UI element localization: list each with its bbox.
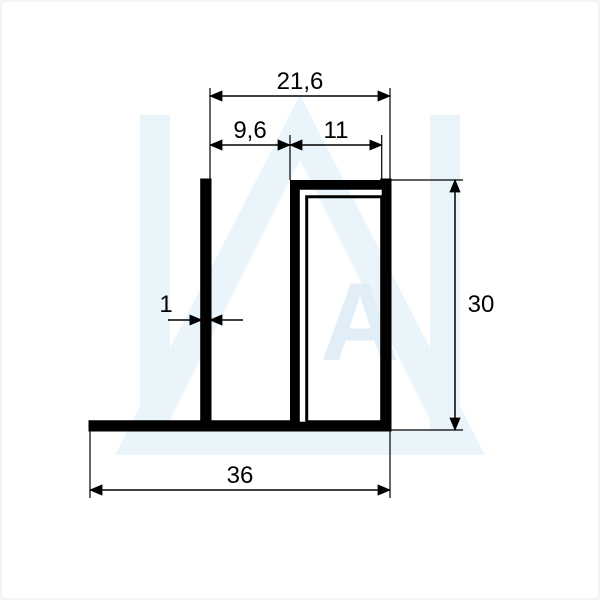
- label-top-span: 21,6: [277, 68, 324, 95]
- label-channel-opening: 11: [324, 117, 349, 144]
- drawing-svg: A: [0, 0, 600, 600]
- watermark-logo: A: [115, 95, 485, 455]
- technical-drawing: { "type": "technical-profile-drawing", "…: [0, 0, 600, 600]
- label-fin-to-channel: 9,6: [233, 117, 266, 144]
- label-overall-width: 36: [227, 462, 254, 489]
- label-height: 30: [468, 291, 495, 318]
- label-fin-thickness: 1: [159, 291, 172, 318]
